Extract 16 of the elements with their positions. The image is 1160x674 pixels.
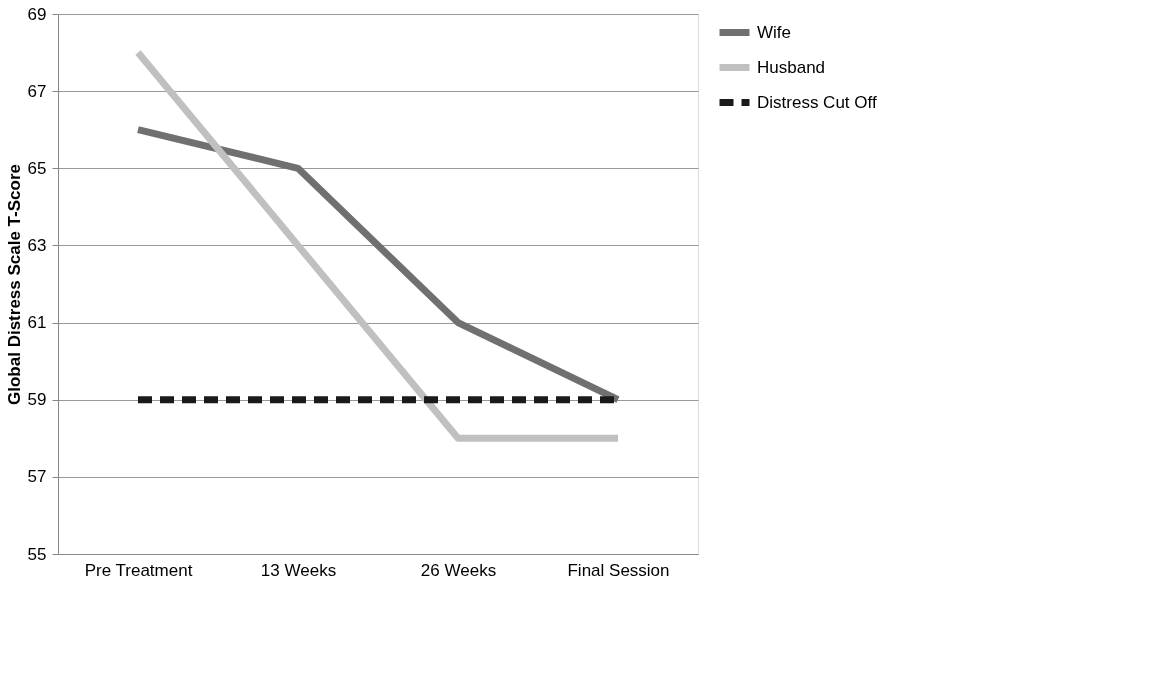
legend-label: Wife	[757, 22, 791, 42]
y-tick-label: 61	[27, 313, 47, 333]
y-tick-label: 57	[27, 467, 47, 487]
y-tick-label: 69	[27, 4, 47, 24]
y-tick-label: 55	[27, 544, 47, 564]
x-tick-label: Final Session	[567, 560, 670, 580]
y-tick-label: 59	[27, 390, 47, 410]
y-tick-label: 63	[27, 235, 47, 255]
x-tick-label: 26 Weeks	[420, 560, 497, 580]
legend-label: Distress Cut Off	[757, 92, 877, 112]
x-tick-label: 13 Weeks	[260, 560, 337, 580]
legend-label: Husband	[757, 57, 826, 77]
y-axis-title: Global Distress Scale T-Score	[4, 164, 24, 405]
x-tick-label: Pre Treatment	[84, 560, 193, 580]
y-tick-label: 65	[27, 158, 47, 178]
y-tick-label: 67	[27, 81, 47, 101]
